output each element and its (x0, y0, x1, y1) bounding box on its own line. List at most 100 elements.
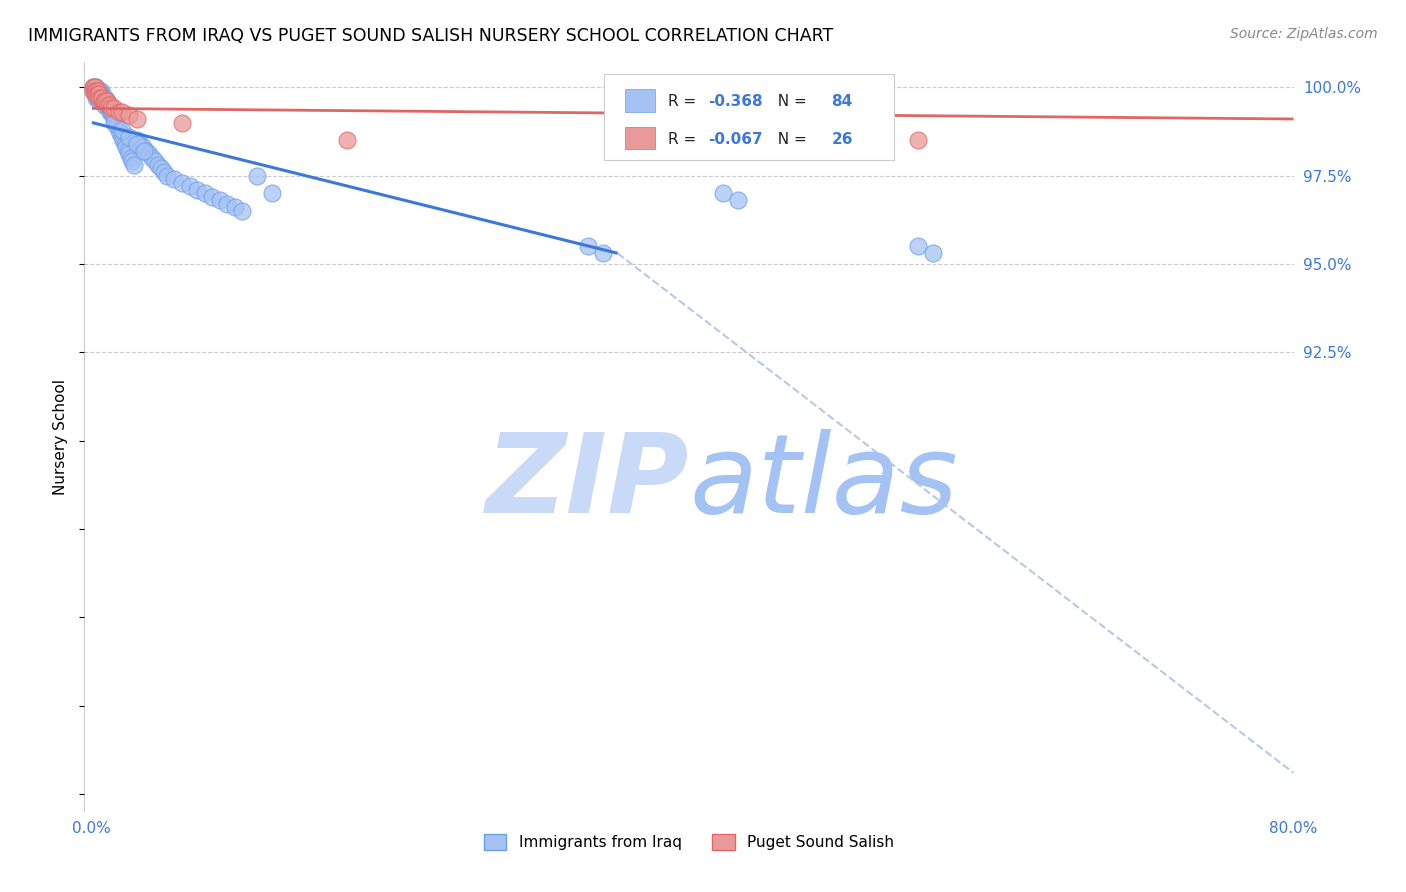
Point (94, 95, 117, 109)
Point (262, 186, 284, 201)
Point (93, 95, 115, 109)
Point (98, 98, 121, 112)
Point (135, 144, 157, 158)
Point (138, 147, 160, 161)
Point (170, 176, 193, 190)
Point (118, 129, 141, 144)
FancyBboxPatch shape (605, 74, 894, 160)
Point (103, 102, 125, 116)
Point (224, 200, 246, 214)
Point (907, 133, 929, 147)
Point (97, 98, 120, 112)
Bar (624, 127, 655, 150)
Point (83, 80, 105, 95)
Point (103, 112, 125, 126)
Point (922, 246, 945, 260)
Point (125, 112, 148, 126)
Point (87, 91, 110, 105)
Point (118, 108, 141, 122)
Point (907, 239, 929, 253)
Bar (624, 89, 655, 112)
Point (83, 84, 105, 98)
Point (89, 95, 111, 109)
Point (86, 84, 108, 98)
Point (163, 172, 186, 186)
Point (83, 84, 105, 98)
Point (215, 196, 238, 211)
Point (122, 158, 145, 172)
Point (141, 151, 163, 165)
Point (103, 115, 125, 129)
Point (104, 115, 127, 129)
Point (208, 194, 231, 208)
Point (108, 122, 131, 136)
Text: 26: 26 (831, 132, 853, 147)
Point (93, 91, 115, 105)
Text: ZIP: ZIP (485, 428, 689, 535)
Point (86, 87, 108, 102)
Point (96, 95, 118, 109)
Point (111, 129, 134, 144)
Point (86, 91, 108, 105)
Point (97, 98, 120, 112)
Text: -0.067: -0.067 (709, 132, 763, 147)
Point (592, 246, 614, 260)
Point (90, 84, 112, 98)
Point (86, 84, 108, 98)
Point (108, 104, 131, 119)
Point (711, 186, 734, 201)
Point (186, 183, 208, 197)
Point (193, 186, 215, 201)
Point (115, 140, 138, 154)
Point (246, 169, 269, 183)
Point (90, 87, 112, 102)
Point (153, 165, 176, 179)
Point (101, 108, 124, 122)
Point (576, 239, 599, 253)
Point (93, 95, 115, 109)
Point (87, 87, 110, 102)
Point (83, 80, 105, 95)
Point (90, 91, 112, 105)
Point (125, 133, 148, 147)
Point (82, 80, 104, 95)
Point (87, 87, 110, 102)
Point (107, 119, 129, 133)
Legend: Immigrants from Iraq, Puget Sound Salish: Immigrants from Iraq, Puget Sound Salish (478, 829, 900, 856)
Point (231, 203, 253, 218)
Point (98, 102, 121, 116)
Point (91, 87, 114, 102)
Point (89, 87, 111, 102)
Point (146, 158, 169, 172)
Text: 84: 84 (831, 95, 853, 110)
Point (97, 102, 120, 116)
Point (82, 84, 104, 98)
Point (114, 136, 136, 151)
Point (89, 91, 111, 105)
Text: N =: N = (768, 132, 811, 147)
Point (132, 140, 155, 154)
Point (93, 98, 115, 112)
Point (90, 91, 112, 105)
Point (112, 133, 135, 147)
Point (91, 91, 114, 105)
Text: -0.368: -0.368 (709, 95, 763, 110)
Point (87, 84, 110, 98)
Point (83, 87, 105, 102)
Text: IMMIGRANTS FROM IRAQ VS PUGET SOUND SALISH NURSERY SCHOOL CORRELATION CHART: IMMIGRANTS FROM IRAQ VS PUGET SOUND SALI… (28, 27, 834, 45)
Point (91, 91, 114, 105)
Point (120, 151, 142, 165)
Point (111, 104, 134, 119)
Point (125, 136, 148, 151)
Text: atlas: atlas (689, 428, 957, 535)
Point (129, 136, 152, 151)
Point (89, 84, 111, 98)
Point (82, 80, 104, 95)
Point (94, 91, 117, 105)
Y-axis label: Nursery School: Nursery School (53, 379, 69, 495)
Point (96, 95, 118, 109)
Point (149, 161, 172, 176)
Text: R =: R = (668, 95, 702, 110)
Point (87, 84, 110, 98)
Point (100, 102, 122, 116)
